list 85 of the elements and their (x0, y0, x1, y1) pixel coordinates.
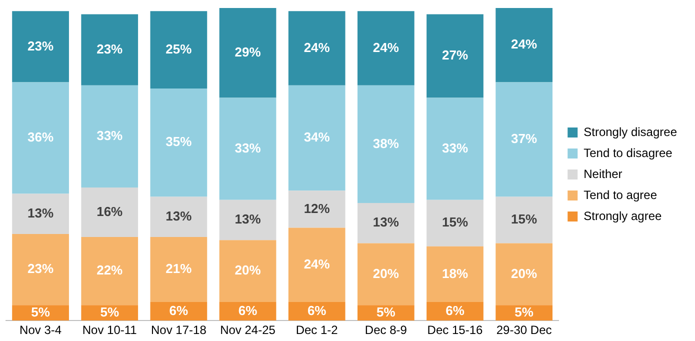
legend-label: Strongly disagree (584, 124, 678, 139)
data-label: 13% (28, 205, 54, 220)
x-tick-label: Nov 10-11 (82, 323, 138, 338)
bar (496, 8, 553, 82)
bar (219, 8, 276, 98)
bar (496, 82, 553, 197)
bar (288, 85, 346, 191)
data-label: 33% (442, 140, 468, 156)
data-label: 5% (31, 304, 50, 320)
data-label: 20% (511, 266, 538, 281)
bar (496, 243, 553, 306)
bar (357, 243, 414, 306)
bar (81, 14, 138, 86)
data-label: 24% (372, 40, 400, 55)
bar (150, 196, 208, 238)
bar (426, 246, 484, 302)
bar (219, 200, 276, 240)
data-label: 6% (446, 302, 465, 318)
bar (219, 240, 276, 302)
data-label: 24% (304, 40, 330, 55)
bar (288, 228, 346, 302)
bar (12, 234, 69, 306)
data-label: 21% (166, 261, 192, 276)
data-label: 34% (304, 130, 330, 145)
bar (496, 196, 553, 244)
data-label: 38% (372, 136, 400, 151)
data-label: 20% (234, 262, 262, 278)
data-label: 23% (28, 38, 54, 54)
bar (219, 98, 276, 200)
x-tick-label: Dec 15-16 (427, 323, 483, 338)
data-label: 23% (96, 41, 124, 56)
data-label: 5% (376, 304, 396, 320)
bar (357, 85, 414, 203)
data-label: 33% (234, 140, 262, 156)
data-label: 15% (511, 212, 538, 227)
bar (81, 85, 138, 188)
bar (288, 190, 346, 228)
x-tick-label: Dec 8-9 (364, 323, 408, 338)
data-label: 37% (511, 131, 538, 146)
data-label: 5% (514, 304, 534, 320)
x-tick-label: 29-30 Dec (496, 323, 552, 338)
data-label: 15% (442, 214, 468, 230)
data-label: 20% (372, 266, 400, 281)
data-label: 13% (372, 214, 400, 230)
data-label: 13% (166, 208, 192, 224)
data-label: 12% (304, 200, 330, 216)
data-label: 6% (307, 302, 327, 318)
bar (12, 82, 69, 194)
legend-label: Strongly agree (584, 208, 662, 223)
bar (150, 11, 208, 88)
bar (288, 11, 346, 86)
data-label: 22% (96, 262, 124, 278)
bar (426, 200, 484, 246)
bar (426, 14, 484, 98)
x-tick-label: Nov 3-4 (20, 323, 62, 338)
data-label: 29% (234, 44, 262, 60)
x-tick-label: Dec 1-2 (296, 323, 338, 338)
data-label: 36% (28, 130, 54, 145)
bar (12, 11, 69, 82)
data-label: 27% (442, 48, 468, 63)
data-label: 23% (28, 261, 54, 276)
data-label: 25% (166, 41, 192, 56)
legend-label: Tend to agree (584, 188, 658, 202)
x-tick-label: Nov 17-18 (151, 323, 207, 338)
data-label: 24% (304, 256, 330, 272)
bar (426, 98, 484, 200)
x-tick-label: Nov 24-25 (220, 323, 276, 338)
data-label: 6% (238, 302, 258, 318)
bar (12, 194, 69, 234)
bar (357, 202, 414, 244)
data-label: 33% (96, 128, 124, 144)
legend-label: Tend to disagree (584, 146, 673, 160)
data-label: 5% (100, 304, 120, 320)
bar (81, 237, 138, 306)
bar (81, 188, 138, 238)
data-label: 13% (234, 212, 262, 227)
data-label: 24% (511, 36, 538, 52)
data-label: 16% (96, 204, 124, 219)
data-label: 35% (166, 134, 192, 150)
data-label: 6% (169, 302, 189, 318)
bar (150, 88, 208, 197)
bar (357, 11, 414, 86)
legend-label: Neither (584, 166, 622, 181)
bar (150, 237, 208, 302)
data-label: 18% (442, 266, 468, 281)
